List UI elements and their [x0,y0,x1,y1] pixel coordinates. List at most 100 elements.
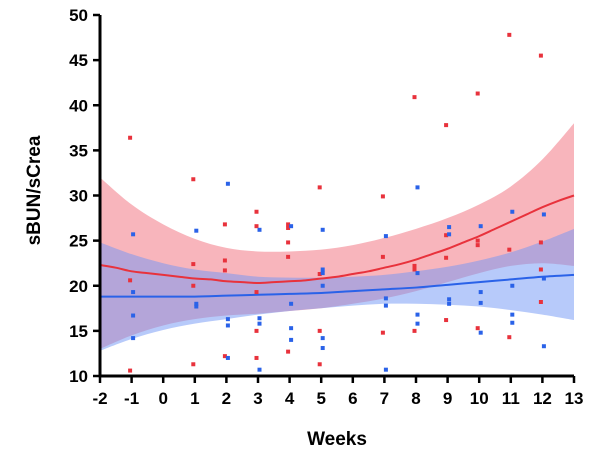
data-point-red [191,262,196,267]
data-point-blue [415,185,420,190]
data-point-red [412,267,417,272]
data-point-red [538,267,543,272]
y-axis-title: sBUN/sCrea [24,135,45,245]
x-tick-label: 11 [502,389,520,408]
data-point-blue [447,297,452,302]
data-point-blue [320,283,325,288]
data-point-blue [383,296,388,301]
data-point-red [317,272,322,277]
data-point-blue [257,367,262,372]
data-point-blue [541,276,546,281]
fit-line-red [99,194,575,285]
data-point-blue [131,313,136,318]
x-tick-label: 5 [316,389,325,408]
data-point-blue [415,271,420,276]
data-point-blue [194,228,199,233]
data-point-red [444,123,449,128]
data-point-red [380,254,385,259]
data-point-red [317,185,322,190]
data-point-blue [510,209,515,214]
data-point-red [475,238,480,243]
x-tick-label: 10 [470,389,489,408]
data-point-red [222,258,227,263]
data-point-blue [225,355,230,360]
data-point-red [317,328,322,333]
data-point-red [507,32,512,37]
data-point-blue [541,212,546,217]
data-point-red [475,243,480,248]
data-point-blue [510,312,515,317]
data-point-blue [257,227,262,232]
data-point-blue [131,232,136,237]
x-axis-ticks: -2 -1 0 1 2 3 4 5 6 7 8 9 10 11 12 13 [92,376,583,408]
data-point-blue [541,344,546,349]
data-point-blue [383,367,388,372]
data-point-blue [225,317,230,322]
data-point-red [191,283,196,288]
data-point-red [254,290,259,295]
x-tick-label: 4 [285,389,295,408]
data-point-blue [447,301,452,306]
y-tick-label: 25 [69,232,88,251]
data-point-red [538,53,543,58]
data-point-red [412,95,417,100]
x-tick-label: 3 [253,389,262,408]
data-point-red [412,328,417,333]
data-point-blue [131,336,136,341]
data-point-red [128,368,133,373]
confidence-bands [100,123,574,351]
x-tick-label: 13 [565,389,584,408]
x-tick-label: 0 [158,389,167,408]
x-tick-label: 1 [190,389,199,408]
data-point-red [286,225,291,230]
data-point-red [286,222,291,227]
y-tick-label: 35 [69,141,88,160]
data-point-blue [320,336,325,341]
fit-lines [99,194,575,298]
y-tick-label: 40 [69,96,88,115]
data-point-red [444,233,449,238]
data-point-red [538,300,543,304]
x-axis-title: Weeks [307,429,367,450]
data-point-blue [383,234,388,239]
data-point-blue [289,337,294,342]
data-point-blue [383,303,388,308]
data-point-blue [289,301,294,306]
data-point-red [507,247,512,252]
data-point-red [286,240,291,245]
data-point-blue [194,304,199,309]
x-tick-label: -2 [92,389,107,408]
data-point-red [412,263,417,268]
data-point-red [380,194,385,199]
x-tick-label: 7 [380,389,389,408]
data-point-red [444,318,449,323]
data-point-blue [194,301,199,306]
y-tick-label: 30 [69,187,88,206]
x-tick-label: 9 [443,389,452,408]
data-point-blue [415,321,420,326]
y-axis-ticks: 10 15 20 25 30 35 40 45 50 [69,6,100,386]
data-point-blue [447,225,452,230]
data-point-red [254,209,259,214]
data-point-blue [320,271,325,276]
data-point-blue [510,320,515,325]
y-tick-label: 20 [69,277,88,296]
data-point-blue [478,224,483,229]
ci-band-blue [100,228,574,351]
data-point-red [191,177,196,182]
data-point-blue [320,267,325,272]
data-point-red [507,335,512,340]
data-point-red [128,278,133,283]
data-point-blue [478,330,483,335]
data-point-blue [225,181,230,186]
data-point-blue [289,326,294,331]
data-point-blue [320,346,325,351]
data-point-blue [289,224,294,229]
x-tick-label: -1 [124,389,139,408]
data-point-red [286,254,291,259]
data-point-red [222,222,227,227]
data-point-blue [510,283,515,288]
data-points [128,32,546,373]
data-point-blue [447,232,452,237]
